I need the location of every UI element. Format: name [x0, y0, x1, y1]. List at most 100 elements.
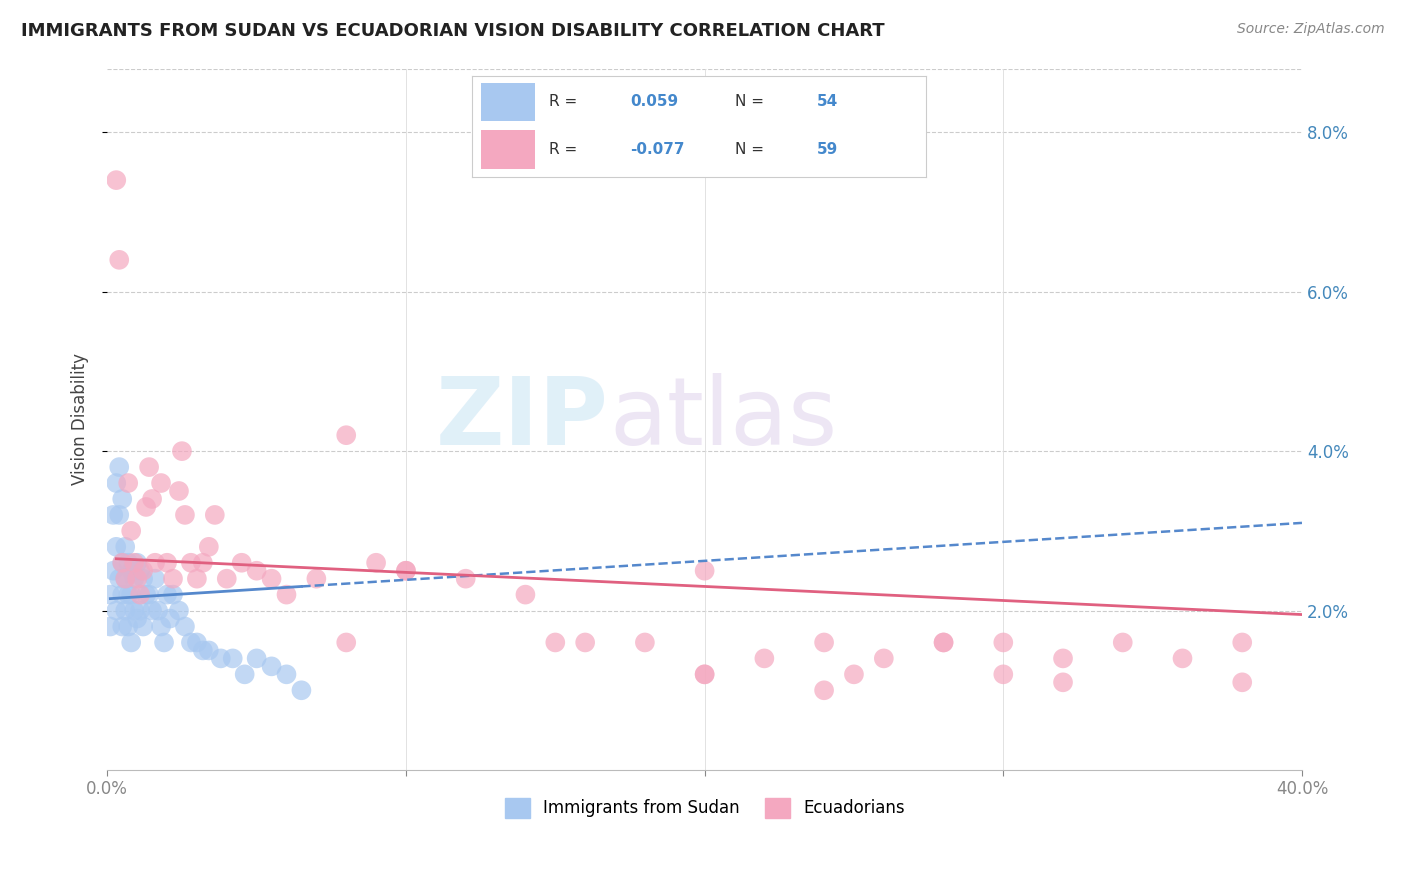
- Point: [515, 588, 537, 602]
- Point: [111, 556, 134, 570]
- Point: [138, 460, 160, 475]
- Point: [103, 508, 125, 522]
- Point: [127, 572, 149, 586]
- Point: [174, 619, 197, 633]
- Point: [454, 572, 477, 586]
- Point: [167, 603, 190, 617]
- Point: [108, 460, 131, 475]
- Point: [132, 564, 155, 578]
- Point: [114, 572, 136, 586]
- Y-axis label: Vision Disability: Vision Disability: [72, 353, 89, 485]
- Point: [120, 635, 142, 649]
- Text: ZIP: ZIP: [436, 373, 609, 466]
- Point: [993, 667, 1015, 681]
- Point: [993, 635, 1015, 649]
- Point: [180, 556, 202, 570]
- Point: [260, 659, 283, 673]
- Point: [122, 556, 145, 570]
- Point: [174, 508, 197, 522]
- Point: [693, 667, 716, 681]
- Point: [159, 611, 181, 625]
- Point: [120, 588, 142, 602]
- Point: [143, 572, 166, 586]
- Point: [186, 635, 208, 649]
- Point: [129, 588, 152, 602]
- Text: IMMIGRANTS FROM SUDAN VS ECUADORIAN VISION DISABILITY CORRELATION CHART: IMMIGRANTS FROM SUDAN VS ECUADORIAN VISI…: [21, 22, 884, 40]
- Point: [276, 588, 298, 602]
- Point: [276, 667, 298, 681]
- Point: [634, 635, 657, 649]
- Point: [233, 667, 256, 681]
- Point: [132, 619, 155, 633]
- Point: [335, 635, 357, 649]
- Point: [120, 564, 142, 578]
- Point: [873, 651, 896, 665]
- Point: [114, 572, 136, 586]
- Point: [544, 635, 567, 649]
- Point: [1232, 675, 1254, 690]
- Point: [108, 252, 131, 267]
- Point: [198, 643, 221, 657]
- Point: [1232, 635, 1254, 649]
- Point: [932, 635, 955, 649]
- Point: [132, 572, 155, 586]
- Point: [105, 173, 128, 187]
- Point: [364, 556, 387, 570]
- Point: [117, 588, 139, 602]
- Point: [1112, 635, 1135, 649]
- Point: [395, 564, 418, 578]
- Point: [167, 483, 190, 498]
- Point: [105, 540, 128, 554]
- Point: [111, 588, 134, 602]
- Point: [246, 564, 269, 578]
- Point: [170, 444, 193, 458]
- Point: [1052, 675, 1074, 690]
- Point: [117, 476, 139, 491]
- Point: [135, 500, 157, 514]
- Point: [180, 635, 202, 649]
- Point: [141, 603, 163, 617]
- Point: [98, 588, 121, 602]
- Point: [111, 491, 134, 506]
- Point: [111, 556, 134, 570]
- Point: [231, 556, 253, 570]
- Point: [305, 572, 328, 586]
- Point: [111, 619, 134, 633]
- Point: [135, 588, 157, 602]
- Point: [103, 564, 125, 578]
- Point: [260, 572, 283, 586]
- Point: [138, 588, 160, 602]
- Point: [105, 603, 128, 617]
- Point: [215, 572, 238, 586]
- Legend: Immigrants from Sudan, Ecuadorians: Immigrants from Sudan, Ecuadorians: [498, 791, 911, 825]
- Point: [153, 635, 176, 649]
- Point: [150, 619, 173, 633]
- Point: [204, 508, 226, 522]
- Point: [693, 667, 716, 681]
- Point: [108, 508, 131, 522]
- Point: [191, 643, 214, 657]
- Point: [117, 619, 139, 633]
- Point: [191, 556, 214, 570]
- Point: [1171, 651, 1194, 665]
- Point: [186, 572, 208, 586]
- Point: [209, 651, 232, 665]
- Point: [122, 603, 145, 617]
- Point: [150, 476, 173, 491]
- Point: [335, 428, 357, 442]
- Point: [114, 603, 136, 617]
- Point: [146, 603, 169, 617]
- Text: Source: ZipAtlas.com: Source: ZipAtlas.com: [1237, 22, 1385, 37]
- Point: [129, 603, 152, 617]
- Point: [813, 635, 835, 649]
- Point: [754, 651, 776, 665]
- Point: [127, 611, 149, 625]
- Point: [813, 683, 835, 698]
- Point: [932, 635, 955, 649]
- Point: [222, 651, 245, 665]
- Point: [98, 619, 121, 633]
- Point: [842, 667, 865, 681]
- Point: [114, 540, 136, 554]
- Point: [141, 491, 163, 506]
- Point: [693, 564, 716, 578]
